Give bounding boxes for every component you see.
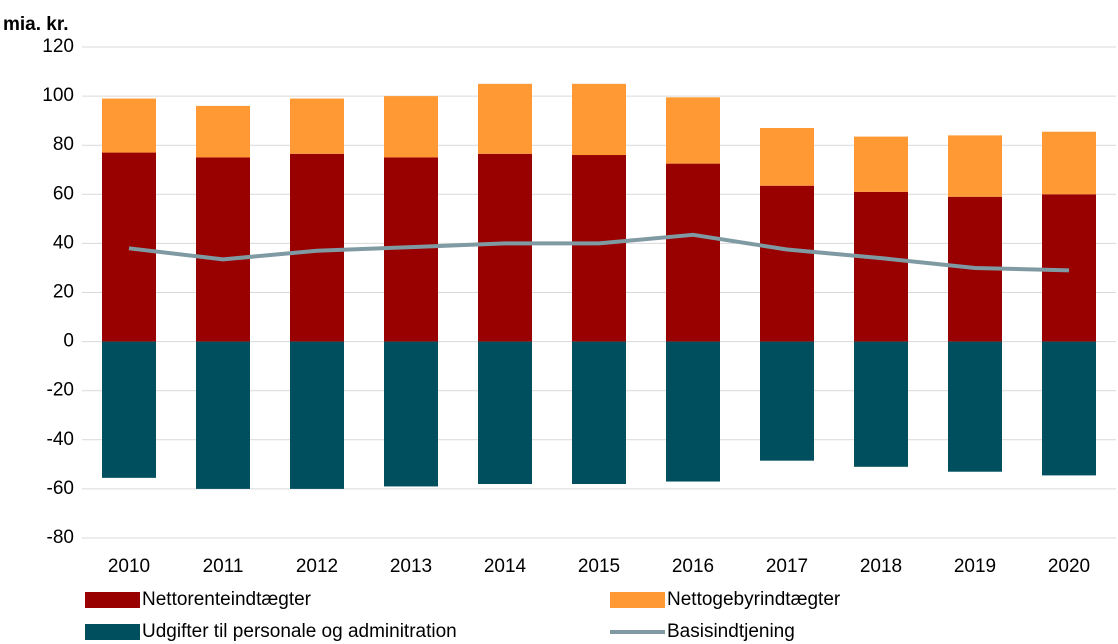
legend-swatch bbox=[85, 624, 140, 640]
x-tick-label: 2013 bbox=[390, 556, 432, 577]
legend-label: Basisindtjening bbox=[667, 621, 795, 642]
y-tick-label: -60 bbox=[47, 478, 74, 499]
bar bbox=[102, 152, 156, 342]
bar bbox=[290, 98, 344, 154]
bar bbox=[196, 105, 250, 158]
x-tick-label: 2019 bbox=[954, 556, 996, 577]
bar bbox=[854, 341, 908, 467]
bar bbox=[572, 83, 626, 156]
bar bbox=[384, 341, 438, 487]
bar bbox=[1042, 131, 1096, 195]
y-tick-label: 120 bbox=[42, 36, 74, 57]
legend-label: Udgifter til personale og adminitration bbox=[142, 621, 457, 642]
line bbox=[128, 232, 1070, 273]
bar bbox=[102, 98, 156, 153]
y-tick-label: 60 bbox=[53, 183, 74, 204]
bar bbox=[1042, 341, 1096, 476]
y-tick-label: 80 bbox=[53, 134, 74, 155]
y-tick-label: -80 bbox=[47, 527, 74, 548]
legend-label: Nettogebyrindtægter bbox=[667, 589, 841, 610]
y-tick-label: 20 bbox=[53, 282, 74, 303]
legend-swatch bbox=[610, 592, 665, 608]
bar bbox=[666, 341, 720, 482]
bar bbox=[948, 341, 1002, 472]
bar bbox=[572, 341, 626, 484]
x-tick-label: 2017 bbox=[766, 556, 808, 577]
y-tick-label: -40 bbox=[47, 429, 74, 450]
bar bbox=[760, 185, 814, 342]
bar bbox=[290, 153, 344, 342]
bar bbox=[948, 135, 1002, 197]
x-tick-label: 2018 bbox=[860, 556, 902, 577]
y-axis-label: mia. kr. bbox=[3, 14, 69, 35]
bar bbox=[478, 153, 532, 342]
legend-label: Nettorenteindtægter bbox=[142, 589, 312, 610]
bar bbox=[290, 341, 344, 489]
y-tick-label: -20 bbox=[47, 380, 74, 401]
x-tick-label: 2010 bbox=[108, 556, 150, 577]
bar bbox=[760, 341, 814, 461]
bar bbox=[102, 341, 156, 478]
legend-swatch bbox=[85, 592, 140, 608]
x-tick-label: 2011 bbox=[203, 556, 244, 577]
x-tick-label: 2014 bbox=[484, 556, 527, 577]
bar bbox=[384, 96, 438, 158]
bar bbox=[854, 191, 908, 342]
bar bbox=[572, 155, 626, 342]
x-tick-label: 2020 bbox=[1048, 556, 1090, 577]
bar bbox=[196, 157, 250, 342]
bar bbox=[196, 341, 250, 489]
y-tick-label: 0 bbox=[63, 331, 74, 352]
bar bbox=[666, 97, 720, 164]
bar bbox=[478, 83, 532, 154]
bar bbox=[666, 163, 720, 342]
bar bbox=[854, 136, 908, 192]
y-tick-label: 100 bbox=[42, 85, 74, 106]
y-tick-label: 40 bbox=[53, 232, 74, 253]
x-tick-label: 2012 bbox=[296, 556, 338, 577]
bar bbox=[760, 128, 814, 186]
bar bbox=[478, 341, 532, 484]
x-tick-label: 2016 bbox=[672, 556, 714, 577]
x-tick-label: 2015 bbox=[578, 556, 620, 577]
